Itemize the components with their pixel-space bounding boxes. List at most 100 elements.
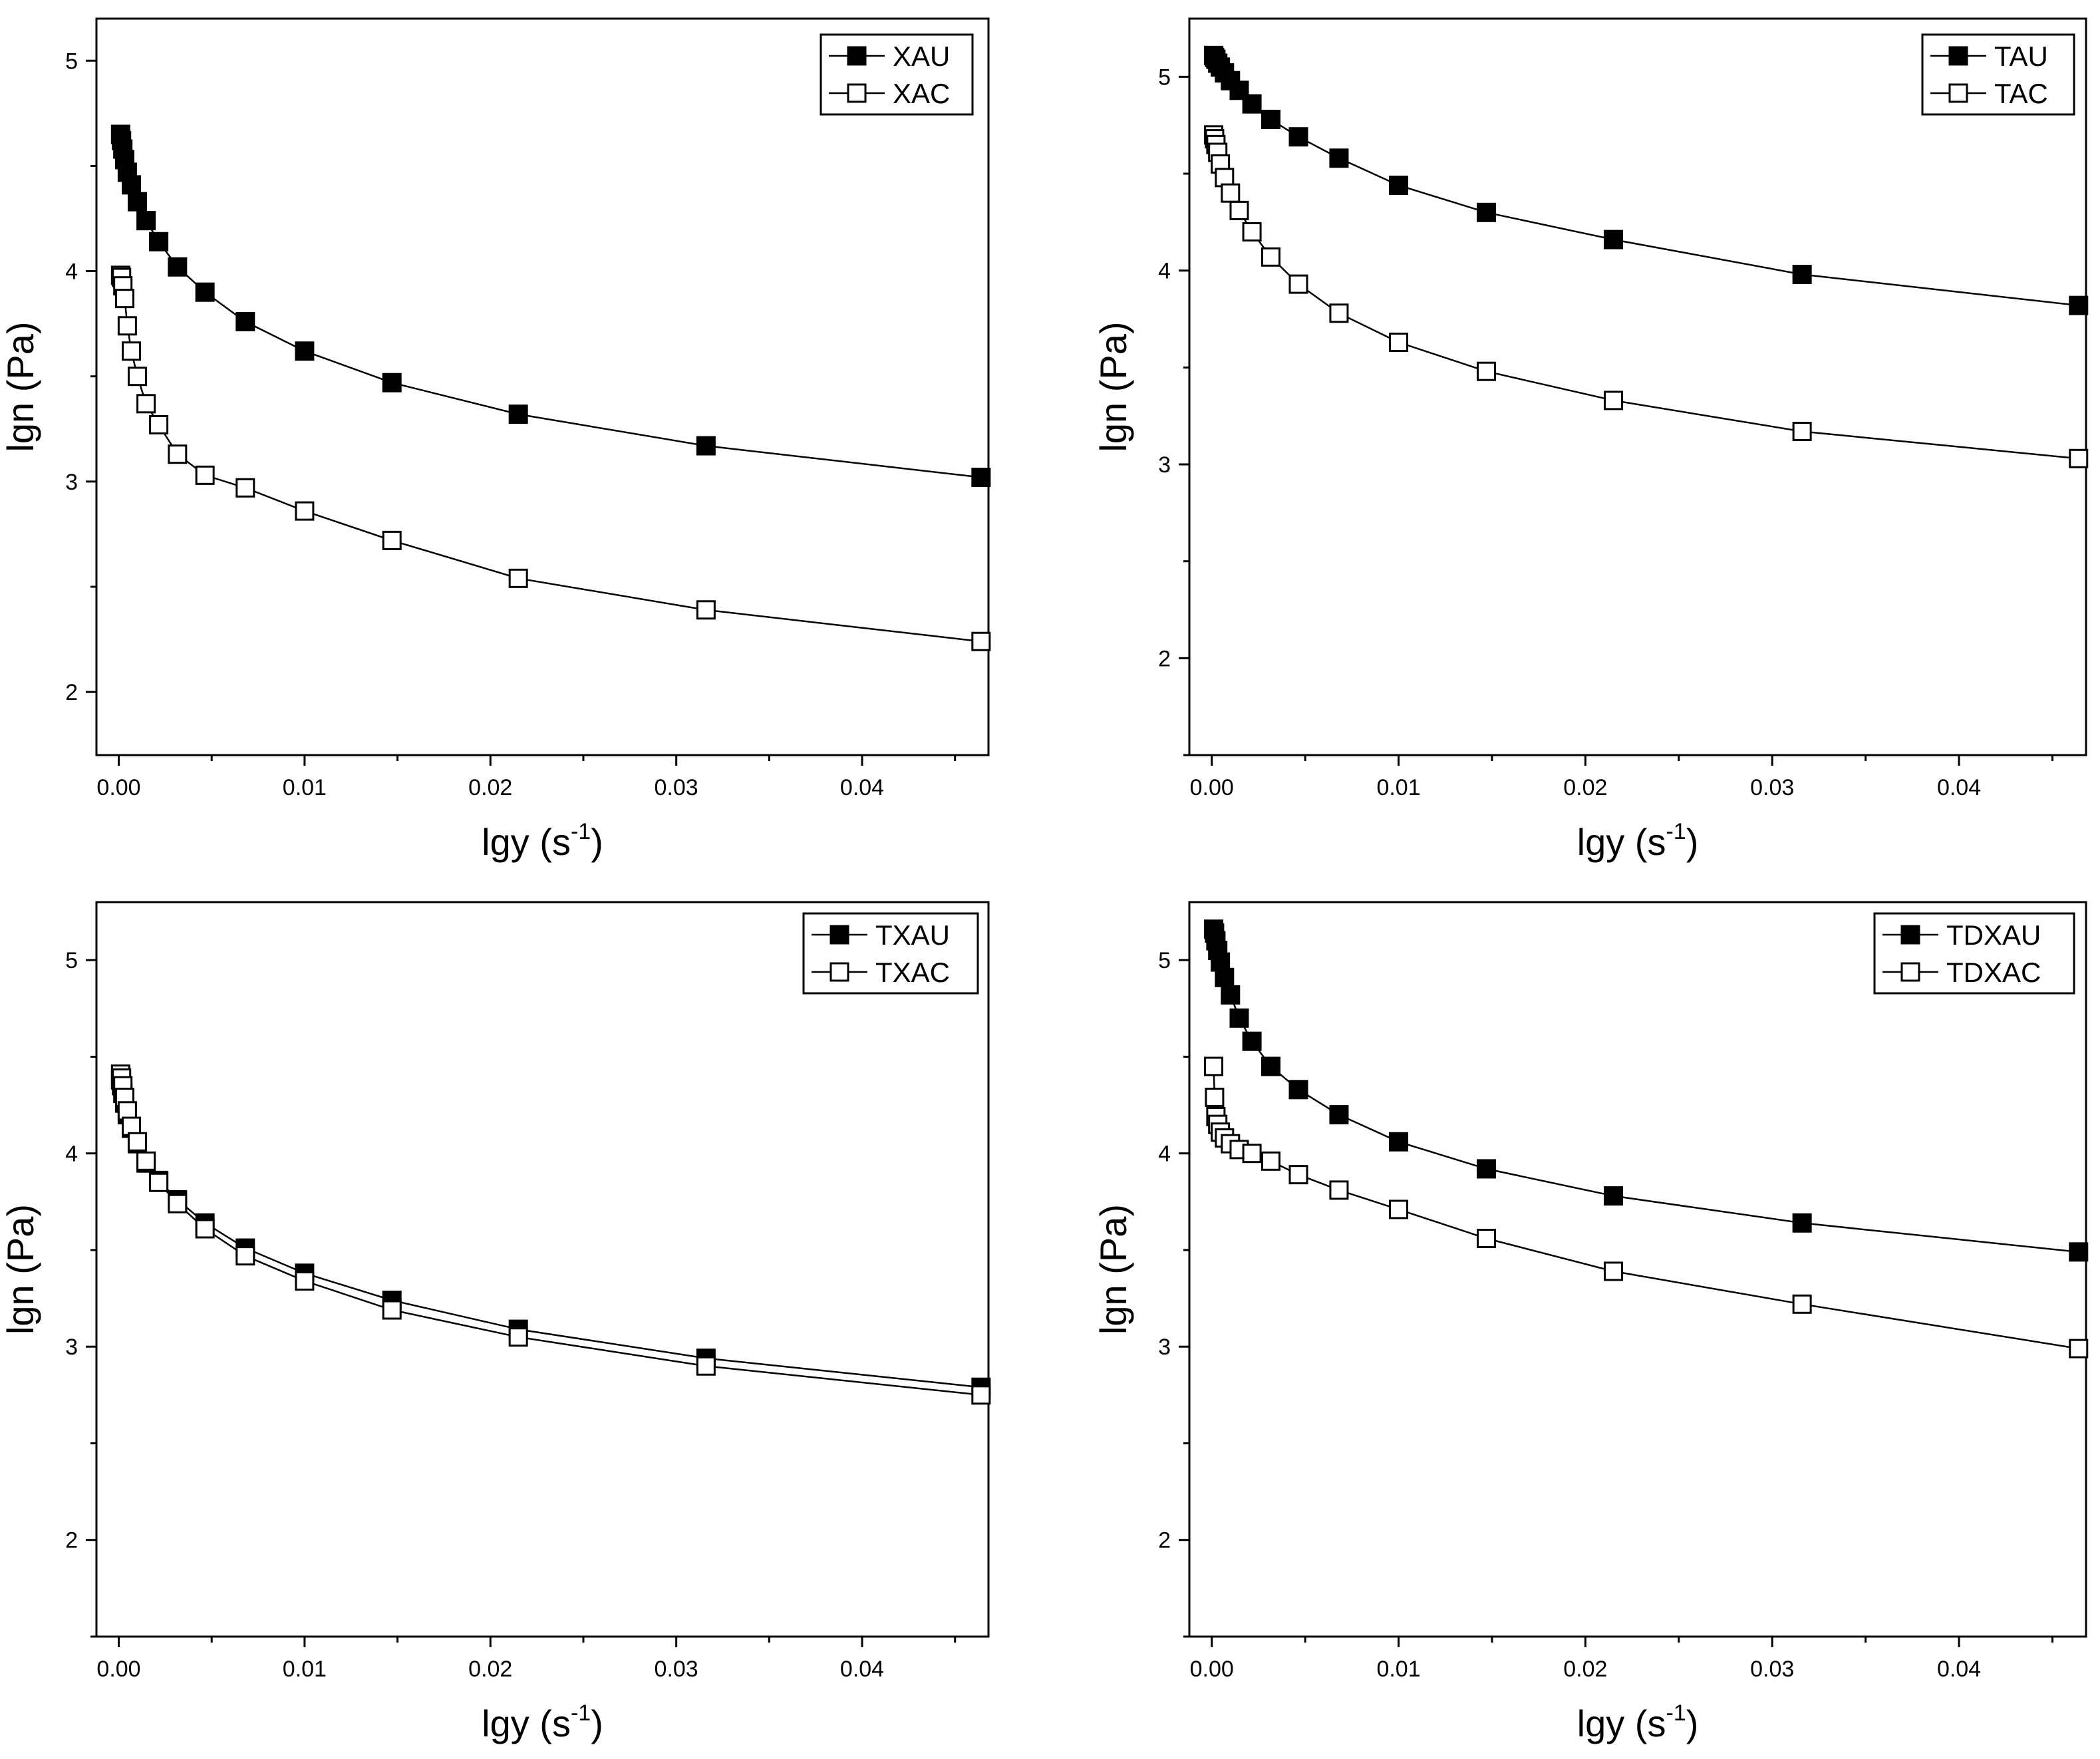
data-point-TDXAC [1204, 1056, 1224, 1076]
data-point-TXAC [195, 1219, 215, 1239]
x-tick-label: 0.01 [1376, 775, 1420, 800]
data-point-TXAC [508, 1327, 528, 1347]
data-point-XAU [149, 232, 169, 251]
x-tick-label: 0.04 [1937, 1657, 1981, 1682]
data-point-TXAC [149, 1172, 169, 1192]
data-point-TXAC [696, 1356, 716, 1376]
data-point-TDXAU [1603, 1186, 1623, 1206]
data-point-XAU [136, 211, 156, 231]
data-point-TDXAC [1288, 1165, 1308, 1185]
data-point-TAU [1242, 94, 1262, 114]
legend: TDXAU TDXAC [1873, 912, 2075, 995]
y-axis-title: lgn (Pa) [1092, 1204, 1134, 1335]
data-point-TAU [2069, 295, 2089, 315]
data-point-TAC [1242, 222, 1262, 241]
chart-panel-top-right: 0.00 0.01 0.02 0.03 0.04 2 3 4 5 lgy (s-1) lgn (Pa… [1092, 17, 2089, 863]
data-point-TAC [1389, 332, 1409, 352]
data-point-TDXAU [1389, 1132, 1409, 1152]
data-point-XAC [168, 444, 188, 464]
legend-label: TDXAU [1946, 919, 2041, 951]
data-point-TDXAC [1261, 1151, 1280, 1171]
legend-marker [1900, 962, 1920, 982]
y-tick-label: 2 [1158, 646, 1171, 671]
y-axis-title: lgn (Pa) [1092, 321, 1134, 452]
legend-label: TXAC [875, 957, 950, 988]
data-point-TXAC [235, 1246, 255, 1266]
data-point-XAU [127, 192, 147, 212]
data-point-XAU [971, 468, 991, 488]
x-tick-label: 0.01 [1376, 1657, 1420, 1682]
data-point-TXAC [295, 1271, 315, 1291]
data-point-TDXAC [1329, 1180, 1349, 1200]
data-point-TDXAU [1288, 1080, 1308, 1100]
data-point-TAC [1288, 274, 1308, 294]
data-point-TDXAU [1792, 1213, 1812, 1233]
legend: TAU TAC [1921, 33, 2075, 116]
data-point-XAC [382, 530, 402, 550]
data-point-TDXAC [1205, 1087, 1225, 1107]
chart-panel-bottom-left: 0.00 0.01 0.02 0.03 0.04 2 3 4 5 lgy (s-1) lgn (Pa… [0, 901, 991, 1744]
y-tick-label: 4 [1158, 259, 1171, 284]
y-axis-title: lgn (Pa) [0, 1204, 41, 1335]
data-point-TXAC [136, 1151, 156, 1171]
legend-marker [1900, 925, 1920, 945]
data-point-XAU [195, 282, 215, 302]
data-point-TAU [1261, 109, 1280, 129]
y-tick-label: 3 [1158, 1335, 1171, 1360]
plot-frame [95, 17, 990, 756]
legend-label: TAC [1994, 78, 2048, 109]
plot-frame [95, 901, 990, 1638]
data-point-TAC [1261, 247, 1280, 267]
data-point-XAU [382, 373, 402, 393]
legend-box [1921, 33, 2075, 116]
data-point-TAC [1792, 422, 1812, 442]
x-tick-label: 0.03 [655, 775, 698, 800]
data-point-TAU [1229, 80, 1249, 100]
series-line-TXAC [120, 1074, 981, 1396]
data-point-XAU [235, 311, 255, 331]
data-point-XAC [295, 501, 315, 521]
x-tick-label: 0.00 [96, 775, 140, 800]
y-tick-label: 2 [65, 1528, 78, 1553]
data-point-XAU [168, 257, 188, 277]
y-tick-label: 4 [65, 1142, 78, 1167]
x-tick-label: 0.02 [1563, 1657, 1607, 1682]
data-point-TXAC [117, 1101, 137, 1121]
data-point-XAC [114, 289, 134, 309]
data-point-TXAC [122, 1116, 142, 1136]
data-point-TAU [1603, 230, 1623, 249]
series-line-TXAU [120, 1080, 981, 1388]
data-point-XAC [195, 465, 215, 485]
legend: XAU XAC [820, 33, 974, 116]
data-point-XAU [295, 341, 315, 361]
y-tick-label: 2 [1158, 1528, 1171, 1553]
data-point-XAC [117, 316, 137, 336]
data-point-XAC [136, 394, 156, 414]
data-point-TDXAC [1389, 1199, 1409, 1219]
legend-marker [847, 46, 867, 66]
y-tick-label: 3 [65, 470, 78, 495]
data-point-TAC [1603, 391, 1623, 410]
data-point-XAU [696, 436, 716, 456]
x-tick-label: 0.02 [1563, 775, 1607, 800]
legend-marker [829, 925, 849, 945]
series-line-XAU [120, 134, 981, 478]
data-point-TDXAU [1242, 1031, 1262, 1051]
legend-label: XAC [893, 78, 950, 109]
data-point-TDXAU [1211, 952, 1231, 972]
data-point-TDXAU [1329, 1105, 1349, 1125]
x-tick-label: 0.02 [468, 1657, 512, 1682]
chart-panel-bottom-right: 0.00 0.01 0.02 0.03 0.04 2 3 4 5 lgy (s-1) lgn (Pa… [1092, 901, 2089, 1744]
data-point-TAU [1288, 127, 1308, 147]
data-point-TXAC [382, 1300, 402, 1320]
y-tick-label: 5 [65, 49, 78, 74]
legend-marker [829, 962, 849, 982]
x-tick-label: 0.03 [1750, 1657, 1794, 1682]
y-tick-label: 2 [65, 680, 78, 705]
x-axis-title: lgy (s-1) [482, 1700, 603, 1744]
y-tick-label: 5 [65, 948, 78, 973]
legend-label: XAU [893, 41, 950, 72]
data-point-XAC [508, 568, 528, 588]
x-tick-label: 0.01 [283, 1657, 327, 1682]
